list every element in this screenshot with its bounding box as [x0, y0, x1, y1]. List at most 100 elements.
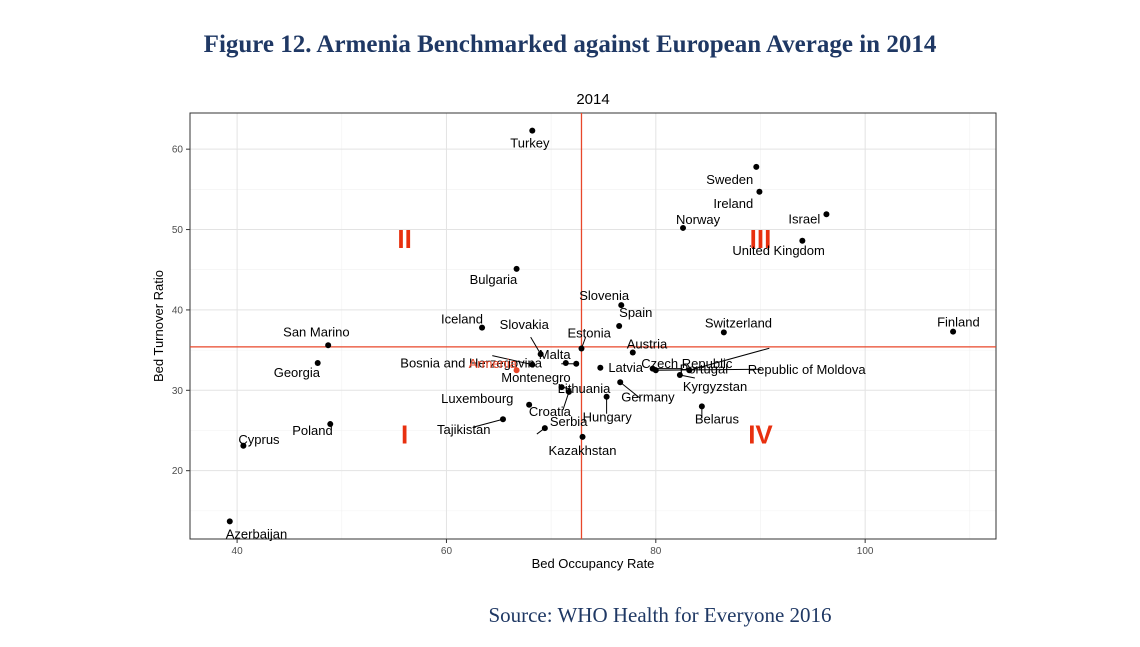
label-finland: Finland — [937, 315, 980, 330]
point-serbia — [541, 425, 548, 432]
label-austria: Austria — [627, 337, 668, 352]
label-spain: Spain — [619, 305, 652, 320]
point-spain — [616, 323, 623, 329]
label-hungary: Hungary — [583, 410, 633, 425]
label-estonia: Estonia — [567, 326, 611, 341]
y-tick-label: 60 — [172, 145, 184, 156]
label-germany: Germany — [621, 389, 675, 404]
point-cyprus — [240, 442, 247, 449]
point-austria — [629, 349, 636, 356]
point-ireland — [756, 188, 763, 195]
plot-border — [189, 112, 997, 540]
point-switzerland — [720, 329, 727, 336]
point-sweden — [753, 163, 760, 170]
y-tick-label: 20 — [172, 466, 184, 477]
label-slovakia: Slovakia — [500, 317, 550, 332]
x-tick-label: 100 — [857, 546, 874, 557]
label-turkey: Turkey — [510, 136, 550, 151]
y-tick-label: 30 — [172, 386, 184, 397]
quadrant-label-iv: IV — [748, 420, 773, 450]
label-bosnia-and-herzegovina: Bosnia and Herzegovina — [400, 356, 542, 371]
label-sweden: Sweden — [706, 172, 753, 187]
point-armenia — [513, 367, 520, 374]
figure-source: Source: WHO Health for Everyone 2016 — [488, 603, 832, 627]
label-kyrgyzstan: Kyrgyzstan — [683, 379, 747, 394]
label-portugal: Portugal — [680, 362, 729, 377]
point-kyrgyzstan — [676, 372, 683, 379]
point-israel — [823, 211, 830, 218]
point-montenegro — [573, 360, 580, 367]
label-georgia: Georgia — [274, 365, 321, 380]
y-tick-label: 40 — [172, 305, 184, 316]
label-tajikistan: Tajikistan — [437, 422, 490, 437]
chart-title: 2014 — [576, 91, 609, 108]
label-serbia: Serbia — [550, 414, 588, 429]
point-turkey — [529, 127, 536, 134]
label-czech-republic: Czech Republic — [641, 356, 733, 371]
label-poland: Poland — [292, 423, 332, 438]
x-tick-label: 40 — [232, 546, 244, 557]
label-kazakhstan: Kazakhstan — [549, 443, 617, 458]
label-san-marino: San Marino — [283, 324, 349, 339]
quadrant-label-ii: II — [397, 224, 411, 254]
point-belarus — [698, 403, 705, 410]
plot-panel — [190, 113, 996, 539]
point-tajikistan — [499, 416, 506, 423]
point-finland — [950, 328, 957, 335]
label-united-kingdom: United Kingdom — [732, 243, 825, 258]
point-republic-of-moldova — [652, 367, 659, 374]
label-montenegro: Montenegro — [501, 370, 570, 385]
label-switzerland: Switzerland — [705, 315, 772, 330]
label-bulgaria: Bulgaria — [470, 272, 518, 287]
leader-bosnia-and-herzegovina — [492, 355, 533, 366]
point-georgia — [314, 359, 321, 366]
point-latvia — [597, 364, 604, 371]
y-axis-title: Bed Turnover Ratio — [151, 270, 166, 382]
label-israel: Israel — [788, 211, 820, 226]
point-iceland — [479, 324, 486, 331]
quadrant-label-iii: III — [750, 224, 772, 254]
label-cyprus: Cyprus — [238, 432, 280, 447]
point-slovenia — [618, 302, 625, 309]
point-azerbaijan — [226, 518, 233, 525]
label-luxembourg: Luxembourg — [441, 391, 513, 406]
label-belarus: Belarus — [695, 411, 740, 426]
point-lithuania — [558, 384, 565, 391]
label-latvia: Latvia — [608, 360, 643, 375]
leader-republic-of-moldova — [655, 368, 761, 371]
leader-slovakia — [530, 336, 542, 355]
label-armenia: Armenia — [469, 356, 518, 371]
leader-germany — [619, 381, 641, 399]
point-bosnia-and-herzegovina — [529, 361, 536, 368]
point-san-marino — [325, 342, 332, 349]
point-germany — [617, 379, 624, 386]
x-tick-label: 60 — [441, 546, 453, 557]
point-norway — [680, 224, 687, 231]
point-united-kingdom — [799, 237, 806, 244]
x-tick-label: 80 — [650, 546, 662, 557]
label-iceland: Iceland — [441, 312, 483, 327]
point-luxembourg — [526, 401, 533, 408]
point-slovakia — [537, 351, 544, 358]
quadrant-label-i: I — [401, 420, 408, 450]
point-malta — [562, 359, 569, 366]
point-estonia — [578, 345, 585, 352]
label-ireland: Ireland — [713, 196, 753, 211]
label-republic-of-moldova: Republic of Moldova — [748, 362, 867, 377]
leader-czech-republic — [689, 347, 770, 371]
label-azerbaijan: Azerbaijan — [226, 526, 287, 541]
point-poland — [327, 421, 334, 428]
leader-tajikistan — [472, 418, 504, 428]
point-hungary — [603, 393, 610, 400]
point-croatia — [565, 388, 572, 395]
y-tick-label: 50 — [172, 225, 184, 236]
x-axis-title: Bed Occupancy Rate — [532, 556, 655, 571]
label-slovenia: Slovenia — [579, 288, 630, 303]
point-bulgaria — [513, 265, 520, 272]
label-lithuania: Lithuania — [558, 381, 612, 396]
label-norway: Norway — [676, 212, 721, 227]
label-croatia: Croatia — [529, 404, 572, 419]
label-malta: Malta — [539, 347, 572, 362]
figure-title: Figure 12. Armenia Benchmarked against E… — [203, 31, 937, 58]
